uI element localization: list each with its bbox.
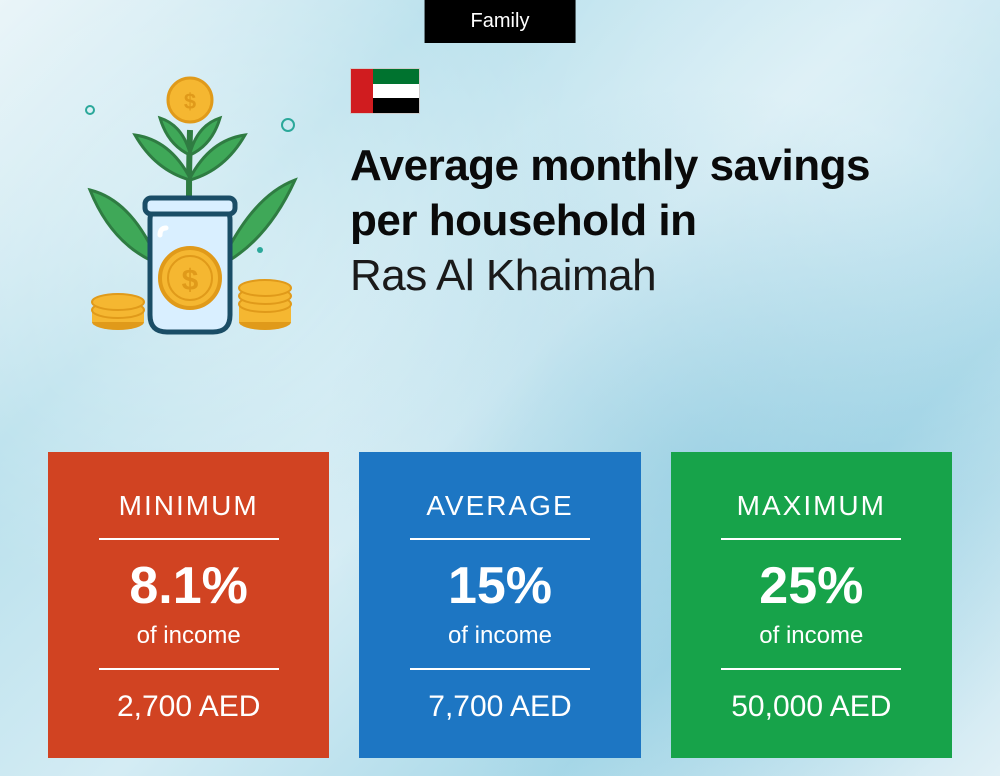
divider xyxy=(99,668,279,670)
flag-green-stripe xyxy=(373,69,419,84)
category-tag-label: Family xyxy=(471,10,530,32)
card-percent: 25% xyxy=(759,560,863,612)
card-label: MINIMUM xyxy=(119,490,259,522)
title-block: Average monthly savings per household in… xyxy=(350,60,940,303)
flag-white-stripe xyxy=(373,84,419,99)
card-amount: 50,000 AED xyxy=(731,690,891,724)
card-average: AVERAGE 15% of income 7,700 AED xyxy=(359,452,640,758)
flag-black-stripe xyxy=(373,98,419,113)
title-location: Ras Al Khaimah xyxy=(350,251,656,300)
svg-text:$: $ xyxy=(182,264,199,297)
card-sub: of income xyxy=(448,622,552,650)
header: $ $ xyxy=(60,60,940,340)
card-amount: 7,700 AED xyxy=(428,690,571,724)
divider xyxy=(410,538,590,540)
card-maximum: MAXIMUM 25% of income 50,000 AED xyxy=(671,452,952,758)
card-label: AVERAGE xyxy=(426,490,573,522)
page-title: Average monthly savings per household in… xyxy=(350,138,940,303)
card-minimum: MINIMUM 8.1% of income 2,700 AED xyxy=(48,452,329,758)
card-amount: 2,700 AED xyxy=(117,690,260,724)
card-sub: of income xyxy=(137,622,241,650)
card-percent: 15% xyxy=(448,560,552,612)
flag-red-bar xyxy=(351,69,373,113)
flag-stripes xyxy=(373,69,419,113)
divider xyxy=(99,538,279,540)
divider xyxy=(721,668,901,670)
svg-text:$: $ xyxy=(184,89,196,114)
divider xyxy=(410,668,590,670)
card-sub: of income xyxy=(759,622,863,650)
category-tag: Family xyxy=(425,0,576,43)
card-percent: 8.1% xyxy=(129,560,248,612)
uae-flag-icon xyxy=(350,68,420,114)
savings-illustration: $ $ xyxy=(60,60,320,340)
card-label: MAXIMUM xyxy=(737,490,886,522)
stat-cards: MINIMUM 8.1% of income 2,700 AED AVERAGE… xyxy=(48,452,952,758)
title-bold: Average monthly savings per household in xyxy=(350,141,870,245)
divider xyxy=(721,538,901,540)
